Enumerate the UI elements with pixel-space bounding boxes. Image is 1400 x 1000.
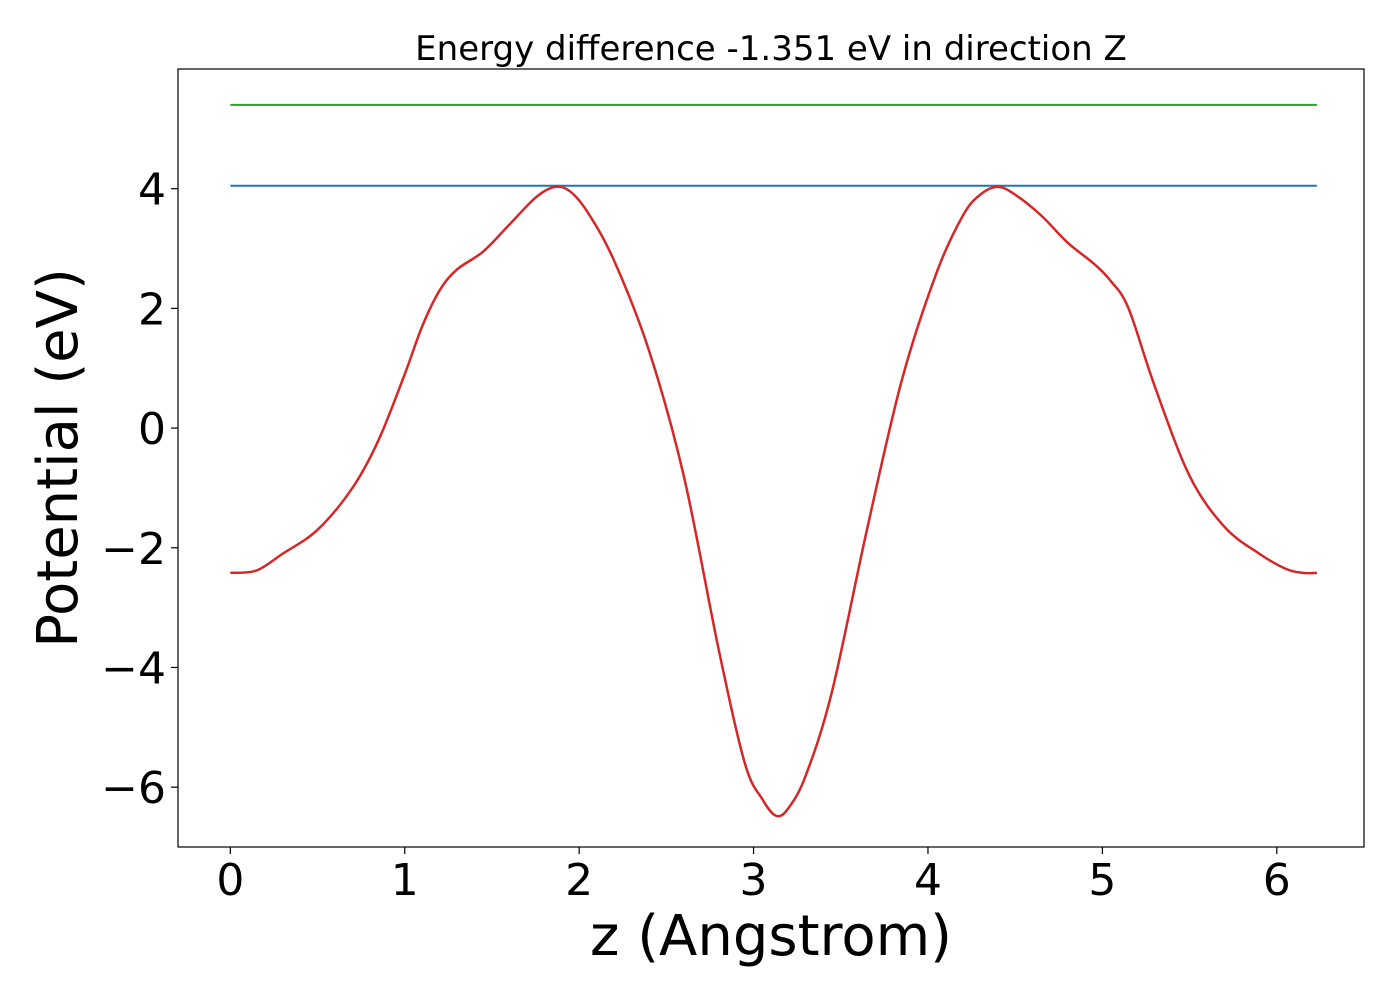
y-tick-label: −6 bbox=[101, 763, 166, 814]
x-tick-label: 4 bbox=[914, 855, 942, 906]
x-tick-label: 2 bbox=[565, 855, 593, 906]
series-layer bbox=[230, 103, 1317, 818]
y-tick-label: 2 bbox=[138, 284, 166, 335]
y-axis-ticks: −6 −4 −2 0 2 4 bbox=[101, 165, 178, 814]
plot-frame bbox=[177, 68, 1365, 848]
chart-title: Energy difference -1.351 eV in direction… bbox=[415, 29, 1127, 69]
x-axis-label: z (Angstrom) bbox=[590, 904, 952, 969]
series-line-3 bbox=[230, 185, 1317, 818]
x-tick-label: 3 bbox=[740, 855, 768, 906]
y-tick-label: −2 bbox=[101, 524, 166, 575]
x-tick-label: 6 bbox=[1263, 855, 1291, 906]
y-tick-label: 0 bbox=[138, 404, 166, 455]
y-axis-label: Potential (eV) bbox=[26, 268, 91, 648]
x-tick-label: 1 bbox=[391, 855, 419, 906]
x-tick-label: 5 bbox=[1088, 855, 1116, 906]
x-tick-label: 0 bbox=[216, 855, 244, 906]
x-axis-ticks: 0 1 2 3 4 5 6 bbox=[216, 847, 1291, 906]
y-tick-label: 4 bbox=[138, 165, 166, 216]
y-tick-label: −4 bbox=[101, 643, 166, 694]
